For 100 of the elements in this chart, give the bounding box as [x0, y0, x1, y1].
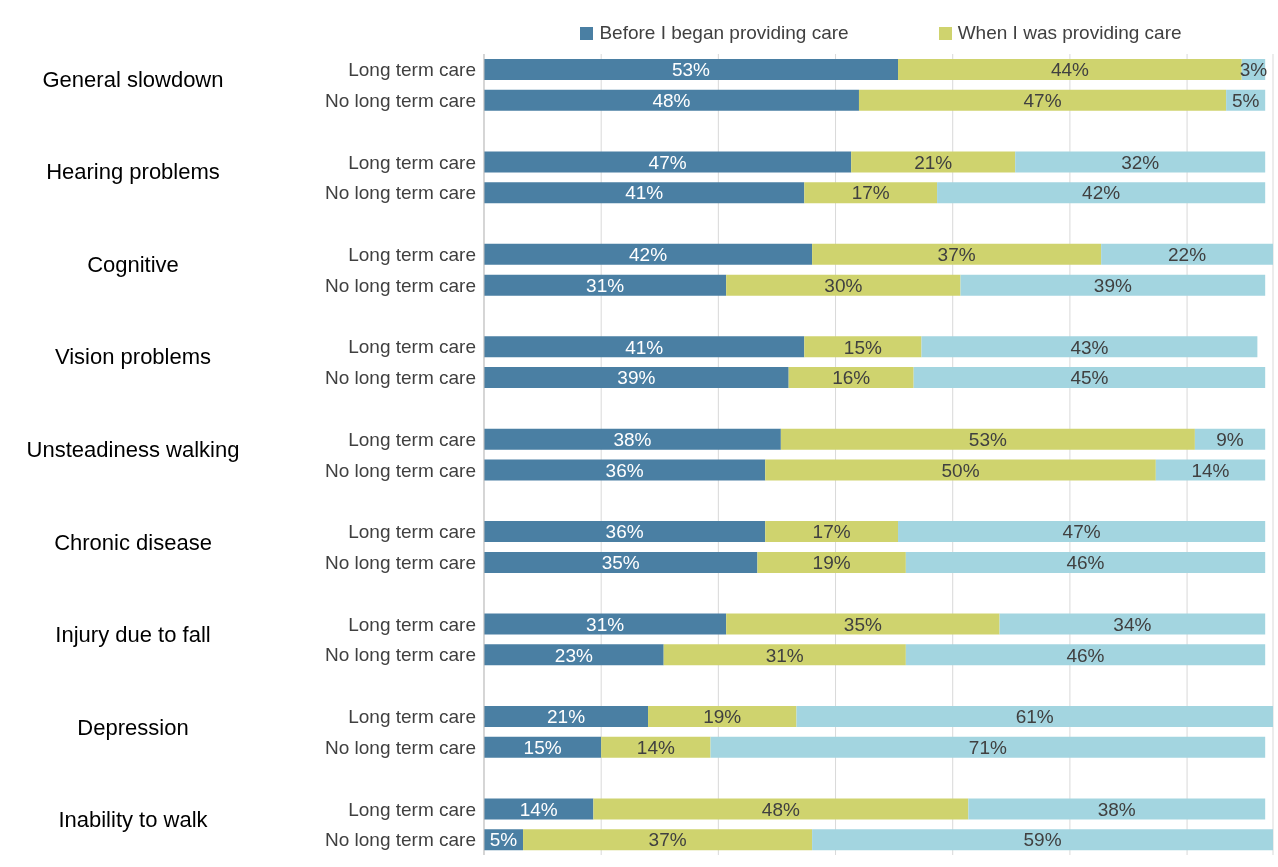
data-label: 16%: [832, 367, 871, 389]
bar: [523, 829, 813, 851]
bar: [484, 274, 727, 296]
data-label: 14%: [519, 798, 558, 820]
y-tick-label: No long term care: [324, 182, 476, 204]
data-label: 39%: [1093, 274, 1132, 296]
text: Injury due to fall: [54, 622, 212, 649]
data-label: 46%: [1066, 552, 1105, 574]
data-label: 46%: [1066, 644, 1105, 666]
data-label: 39%: [617, 367, 656, 389]
bar: [913, 367, 1266, 389]
bar: [484, 243, 813, 265]
data-label: 23%: [554, 644, 593, 666]
legend-label: When I was providing care: [957, 22, 1182, 44]
data-label: 36%: [605, 521, 644, 543]
bar: [796, 705, 1273, 727]
bar: [484, 613, 727, 635]
bar: [484, 459, 766, 481]
bar: [484, 521, 766, 543]
data-label: 9%: [1216, 428, 1244, 450]
legend-label: Before I began providing care: [599, 22, 849, 44]
bar: [999, 613, 1266, 635]
bar: [484, 151, 852, 173]
data-label: 71%: [968, 737, 1007, 759]
data-label: 38%: [613, 428, 652, 450]
text: Depression: [76, 714, 190, 741]
data-label: 17%: [812, 521, 851, 543]
data-label: 14%: [636, 737, 675, 759]
bar: [812, 243, 1102, 265]
data-label: 53%: [672, 59, 711, 81]
data-label: 30%: [824, 274, 863, 296]
data-label: 47%: [648, 151, 687, 173]
bar: [484, 644, 664, 666]
bar: [858, 89, 1227, 111]
data-label: 17%: [851, 182, 890, 204]
text: Cognitive: [86, 251, 180, 278]
bar: [765, 459, 1156, 481]
bar: [1015, 151, 1266, 173]
data-label: 42%: [629, 244, 668, 266]
data-label: 19%: [703, 706, 742, 728]
bar: [960, 274, 1266, 296]
bar: [765, 521, 899, 543]
bar: [484, 551, 758, 573]
bar: [601, 736, 711, 758]
bar: [757, 551, 906, 573]
bar: [804, 182, 938, 204]
y-tick-label: Long term care: [348, 798, 476, 820]
text: Chronic disease: [53, 529, 213, 556]
data-label: 37%: [648, 829, 687, 851]
y-tick-label: No long term care: [324, 644, 476, 666]
bar: [663, 644, 906, 666]
bar: [726, 274, 961, 296]
y-tick-label: Long term care: [348, 521, 476, 543]
bar: [968, 798, 1266, 820]
data-label: 21%: [547, 706, 586, 728]
data-label: 31%: [586, 274, 625, 296]
data-label: 41%: [625, 182, 664, 204]
y-tick-label: Long term care: [348, 59, 476, 81]
bar: [780, 428, 1195, 450]
data-label: 59%: [1023, 829, 1062, 851]
text: Unsteadiness walking: [25, 437, 241, 463]
data-label: 19%: [812, 552, 851, 574]
y-tick-label: Long term care: [348, 613, 476, 635]
bar: [905, 644, 1266, 666]
text: Inability to walk: [57, 807, 209, 834]
data-label: 35%: [843, 613, 882, 635]
bar: [484, 705, 649, 727]
bar: [484, 336, 805, 358]
data-label: 45%: [1070, 367, 1109, 389]
bar: [921, 336, 1258, 358]
y-tick-label: Long term care: [348, 706, 476, 728]
data-label: 14%: [1191, 459, 1230, 481]
y-tick-label: No long term care: [324, 829, 476, 851]
bar: [484, 367, 789, 389]
data-label: 61%: [1015, 706, 1054, 728]
y-tick-label: No long term care: [324, 459, 476, 481]
text: Hearing problems: [45, 159, 221, 186]
data-label: 32%: [1121, 151, 1160, 173]
text: Vision problems: [53, 344, 213, 371]
data-label: 37%: [937, 244, 976, 266]
bar: [484, 428, 781, 450]
data-label: 5%: [1231, 90, 1260, 112]
text: General slowdown: [41, 66, 225, 93]
data-label: 15%: [843, 336, 882, 358]
bar: [484, 182, 805, 204]
bar: [898, 521, 1266, 543]
bar: [484, 89, 859, 111]
y-tick-label: Long term care: [348, 243, 476, 265]
data-label: 34%: [1113, 613, 1152, 635]
y-tick-label: No long term care: [324, 552, 476, 574]
bar: [905, 551, 1266, 573]
bar: [898, 59, 1242, 80]
data-label: 31%: [586, 613, 625, 635]
data-label: 41%: [625, 336, 664, 358]
y-tick-label: No long term care: [324, 274, 476, 296]
y-tick-label: Long term care: [348, 428, 476, 450]
bar: [937, 182, 1266, 204]
data-label: 21%: [914, 151, 953, 173]
y-tick-label: No long term care: [324, 736, 476, 758]
y-tick-label: Long term care: [348, 336, 476, 358]
